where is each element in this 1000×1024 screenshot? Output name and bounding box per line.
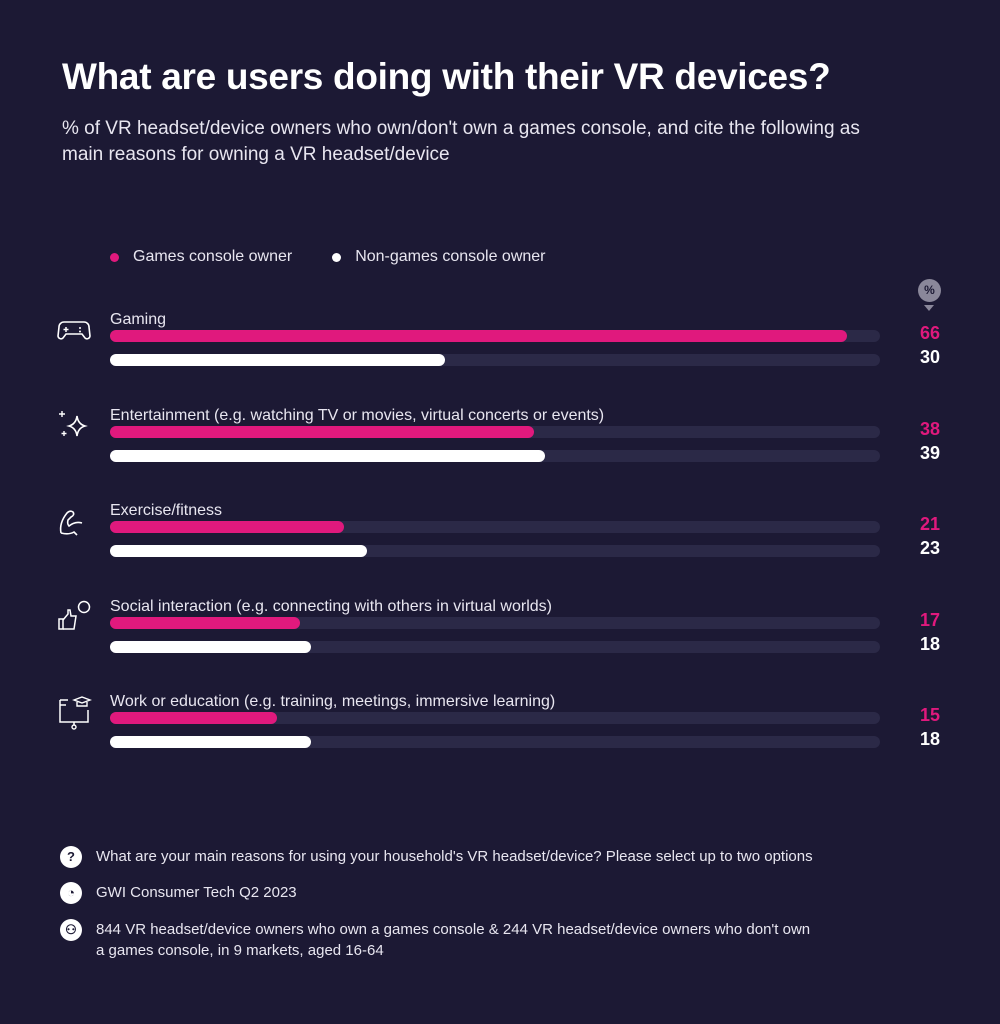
base-note: ⚇ 844 VR headset/device owners who own a … bbox=[60, 919, 816, 961]
chart-title: What are users doing with their VR devic… bbox=[62, 56, 831, 97]
data-label: 17 bbox=[919, 609, 940, 630]
source-chart-icon: ◔ bbox=[60, 882, 82, 904]
bar-track bbox=[110, 640, 880, 653]
chart-subtitle: % of VR headset/device owners who own/do… bbox=[62, 118, 860, 165]
legend-swatch bbox=[332, 252, 342, 262]
bar-group: Work or education (e.g. training, meetin… bbox=[0, 693, 1000, 792]
presentation-graduation-icon bbox=[59, 696, 92, 730]
thumbs-up-chat-icon bbox=[58, 600, 91, 630]
bar-non-games-console bbox=[110, 354, 445, 366]
bar-track bbox=[110, 449, 880, 462]
category-label: Work or education (e.g. training, meetin… bbox=[110, 693, 556, 710]
source-note: ◔ GWI Consumer Tech Q2 2023 bbox=[60, 882, 297, 904]
bar-games-console bbox=[110, 330, 847, 342]
data-label: 38 bbox=[919, 418, 940, 439]
bar-track bbox=[110, 712, 880, 724]
data-label: 23 bbox=[919, 538, 940, 558]
bar-group: Exercise/fitness 21 23 bbox=[0, 502, 1000, 601]
category-label: Entertainment (e.g. watching TV or movie… bbox=[110, 406, 605, 424]
base-text: 844 VR headset/device owners who own a g… bbox=[96, 921, 811, 959]
data-label: 18 bbox=[919, 633, 940, 654]
bar-track bbox=[110, 354, 880, 366]
bar-non-games-console bbox=[110, 545, 367, 557]
data-label: 66 bbox=[919, 323, 940, 343]
legend-label: Games console owner bbox=[133, 248, 293, 265]
legend-label: Non-games console owner bbox=[355, 248, 546, 265]
bar-track bbox=[110, 425, 880, 438]
data-label: 18 bbox=[919, 729, 940, 749]
category-label: Gaming bbox=[110, 311, 167, 328]
bar-track bbox=[110, 330, 880, 342]
bar-games-console bbox=[110, 712, 278, 724]
data-label: 15 bbox=[919, 705, 940, 725]
bar-non-games-console bbox=[110, 449, 546, 462]
question-note: ? What are your main reasons for using yo… bbox=[60, 846, 813, 868]
bar-games-console bbox=[110, 521, 345, 533]
bar-non-games-console bbox=[110, 640, 311, 653]
data-label: 30 bbox=[919, 347, 940, 367]
category-label: Social interaction (e.g. connecting with… bbox=[110, 597, 552, 615]
legend-item-non-games-console: Non-games console owner bbox=[332, 248, 546, 266]
bar-group: Gaming 66 30 bbox=[0, 311, 1000, 410]
percent-badge: % bbox=[918, 279, 941, 311]
people-icon: ⚇ bbox=[60, 919, 82, 941]
legend-swatch bbox=[110, 252, 119, 262]
question-text: What are your main reasons for using you… bbox=[96, 848, 813, 865]
bar-track bbox=[110, 521, 880, 533]
bar-group: Social interaction (e.g. connecting with… bbox=[0, 598, 1000, 697]
data-label: 21 bbox=[919, 514, 940, 534]
bar-track bbox=[110, 545, 880, 557]
sparkles-icon bbox=[59, 410, 88, 436]
bar-non-games-console bbox=[110, 736, 311, 748]
legend: Games console owner Non-games console ow… bbox=[110, 248, 546, 266]
bar-track bbox=[110, 736, 880, 748]
question-icon: ? bbox=[60, 846, 82, 868]
source-text: GWI Consumer Tech Q2 2023 bbox=[96, 884, 297, 901]
data-label: 39 bbox=[919, 442, 940, 463]
bar-games-console bbox=[110, 425, 535, 438]
flexed-arm-icon bbox=[59, 510, 83, 536]
legend-item-games-console: Games console owner bbox=[110, 248, 292, 266]
category-label: Exercise/fitness bbox=[110, 502, 223, 519]
bar-track bbox=[110, 616, 880, 629]
bar-group: Entertainment (e.g. watching TV or movie… bbox=[0, 407, 1000, 506]
gamepad-icon bbox=[57, 321, 91, 340]
bar-games-console bbox=[110, 616, 300, 629]
